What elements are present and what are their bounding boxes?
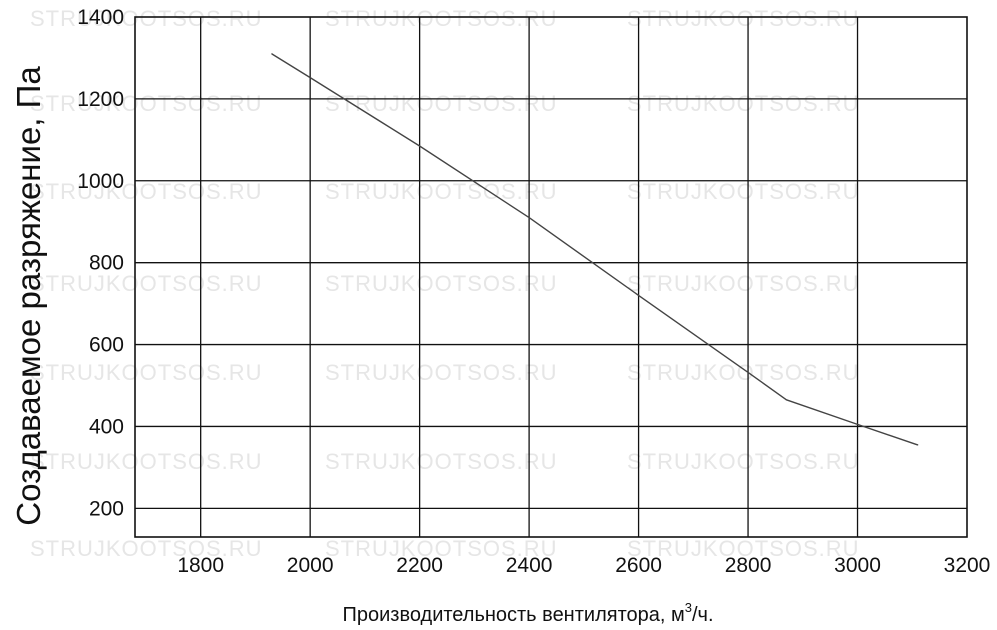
x-tick-label: 2400: [506, 554, 553, 577]
watermark-text: STRUJKOOTSOS.RU: [627, 91, 860, 116]
watermark-text: STRUJKOOTSOS.RU: [627, 179, 860, 204]
watermark-text: STRUJKOOTSOS.RU: [30, 271, 263, 296]
series-layer: [271, 53, 919, 446]
x-tick-label: 2200: [396, 554, 443, 577]
watermark-text: STRUJKOOTSOS.RU: [30, 6, 263, 31]
y-tick-label: 200: [89, 497, 124, 520]
series-point: [419, 145, 421, 147]
series-point: [271, 53, 273, 55]
y-axis-ticks: 200 400 600 800 1000 1200 1400: [77, 6, 124, 520]
x-axis-ticks: 1800 2000 2200 2400 2600 2800 3000 3200: [177, 554, 990, 577]
chart-grid: [135, 17, 967, 537]
x-tick-label: 2600: [615, 554, 662, 577]
watermark-text: STRUJKOOTSOS.RU: [325, 449, 558, 474]
watermark-text: STRUJKOOTSOS.RU: [627, 360, 860, 385]
plot-frame: [134, 16, 968, 538]
watermark-text: STRUJKOOTSOS.RU: [325, 360, 558, 385]
x-axis-label: Производительность вентилятора, м3/ч.: [342, 600, 713, 626]
series-point: [747, 371, 749, 374]
watermark-text: STRUJKOOTSOS.RU: [325, 6, 558, 31]
watermark-text: STRUJKOOTSOS.RU: [627, 271, 860, 296]
y-axis-label: Создаваемое разряжение, Па: [10, 66, 47, 526]
watermark-text: STRUJKOOTSOS.RU: [30, 536, 263, 561]
watermark-text: STRUJKOOTSOS.RU: [325, 91, 558, 116]
series-point: [856, 423, 859, 426]
watermark-text: STRUJKOOTSOS.RU: [325, 271, 558, 296]
y-tick-label: 400: [89, 415, 124, 438]
y-tick-label: 600: [89, 334, 124, 357]
series-point: [637, 294, 640, 297]
watermark-text: STRUJKOOTSOS.RU: [325, 179, 558, 204]
watermark-text: STRUJKOOTSOS.RU: [30, 449, 263, 474]
y-tick-label: 800: [89, 252, 124, 275]
series-point: [309, 76, 311, 79]
watermark-text: STRUJKOOTSOS.RU: [30, 360, 263, 385]
x-tick-label: 3000: [834, 554, 881, 577]
watermark-text: STRUJKOOTSOS.RU: [627, 536, 860, 561]
x-tick-label: 3200: [944, 554, 991, 577]
y-tick-label: 1000: [77, 170, 124, 193]
y-tick-label: 1200: [77, 88, 124, 111]
watermark-text: STRUJKOOTSOS.RU: [325, 536, 558, 561]
watermark-layer: STRUJKOOTSOS.RU STRUJKOOTSOS.RU STRUJKOOTS…: [30, 6, 860, 561]
watermark-text: STRUJKOOTSOS.RU: [627, 6, 860, 31]
series-point: [917, 444, 919, 446]
watermark-text: STRUJKOOTSOS.RU: [30, 179, 263, 204]
watermark-text: STRUJKOOTSOS.RU: [627, 449, 860, 474]
series-point: [528, 217, 530, 219]
y-tick-label: 1400: [77, 6, 124, 29]
watermark-text: STRUJKOOTSOS.RU: [30, 91, 263, 116]
series-point: [785, 399, 787, 401]
x-tick-label: 2800: [725, 554, 772, 577]
x-tick-label: 1800: [177, 554, 224, 577]
x-tick-label: 2000: [287, 554, 334, 577]
